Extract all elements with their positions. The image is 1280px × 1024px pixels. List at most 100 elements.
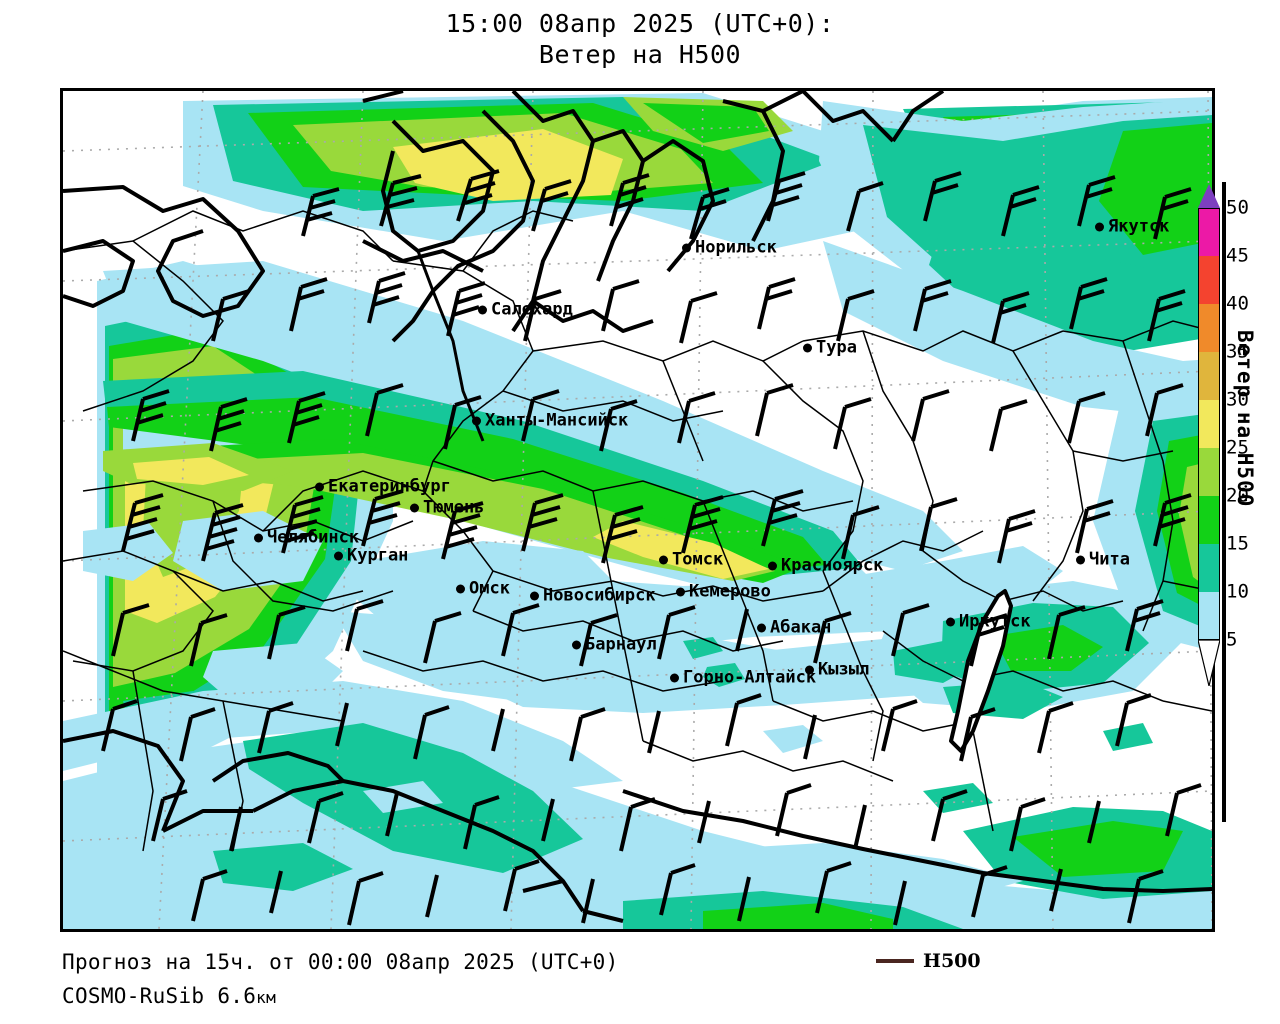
city-label: Курган [347, 545, 409, 566]
city-dot-icon [682, 243, 691, 253]
city-marker[interactable]: Ханты-Мансийск [472, 410, 629, 431]
city-marker[interactable]: Омск [456, 578, 510, 599]
city-marker[interactable]: Кызыл [805, 659, 870, 680]
colorbar-tick-30: 30 [1226, 388, 1249, 411]
colorbar-title: Ветер на H500 [1233, 330, 1257, 508]
colorbar-band-20-25 [1198, 448, 1220, 496]
city-label: Абакан [770, 617, 832, 638]
colorbar-tick-labels: 5 10 15 20 25 30 35 40 45 50 [1198, 198, 1280, 649]
colorbar-cap-above-max [1198, 184, 1220, 208]
city-dot-icon [768, 561, 777, 571]
colorbar-band-10-15 [1198, 544, 1220, 592]
city-label: Иркутск [959, 611, 1031, 632]
city-label: Омск [469, 578, 510, 599]
colorbar-tick-35: 35 [1226, 340, 1249, 363]
city-dot-icon [1095, 222, 1104, 232]
city-label: Чита [1089, 549, 1130, 570]
city-marker[interactable]: Якутск [1095, 216, 1170, 237]
admin-borders [63, 210, 1212, 852]
city-marker[interactable]: Абакан [757, 617, 832, 638]
colorbar-axis-line [1222, 182, 1226, 822]
city-dot-icon [946, 617, 955, 627]
map-frame[interactable]: Норильск Салехард Тура Якутск Ханты-Мансийск… [60, 88, 1215, 932]
city-marker[interactable]: Челябинск [254, 527, 360, 548]
footer-model-name: COSMO-RuSib 6.6 [62, 984, 257, 1008]
colorbar-band-45-50 [1198, 208, 1220, 256]
city-dot-icon [676, 587, 685, 597]
city-marker[interactable]: Чита [1076, 549, 1130, 570]
wind-barbs [101, 169, 1202, 926]
windfill-khanty-jet [103, 261, 963, 611]
city-label: Якутск [1108, 216, 1170, 237]
city-marker[interactable]: Иркутск [946, 611, 1031, 632]
city-marker[interactable]: Новосибирск [530, 585, 656, 606]
city-dot-icon [334, 551, 343, 561]
city-marker[interactable]: Горно-Алтайск [670, 667, 817, 688]
colorbar-tick-40: 40 [1226, 292, 1249, 315]
city-label: Красноярск [781, 555, 884, 576]
h500-legend: H500 [876, 950, 981, 972]
map-canvas[interactable] [63, 91, 1212, 929]
city-label: Салехард [491, 299, 573, 320]
city-label: Норильск [695, 237, 777, 258]
colorbar-tick-50: 50 [1226, 196, 1249, 219]
city-label: Тура [816, 337, 857, 358]
city-label: Томск [672, 549, 724, 570]
colorbar-tick-5: 5 [1226, 628, 1238, 651]
city-dot-icon [757, 623, 766, 633]
city-marker[interactable]: Кемерово [676, 581, 771, 602]
h500-legend-label: H500 [923, 950, 981, 972]
city-marker[interactable]: Тюмень [410, 497, 485, 518]
coastline [63, 91, 1212, 923]
city-label: Челябинск [267, 527, 360, 548]
city-marker[interactable]: Тура [803, 337, 857, 358]
city-label: Горно-Алтайск [683, 667, 817, 688]
colorbar-band-25-30 [1198, 400, 1220, 448]
city-marker[interactable]: Екатеринбург [315, 476, 451, 497]
h500-legend-line [876, 959, 914, 963]
city-label: Новосибирск [543, 585, 656, 606]
city-label: Ханты-Мансийск [485, 410, 629, 431]
city-dot-icon [530, 591, 539, 601]
city-dot-icon [410, 503, 419, 513]
city-dot-icon [254, 533, 263, 543]
colorbar-tick-25: 25 [1226, 436, 1249, 459]
city-dot-icon [1076, 555, 1085, 565]
city-dot-icon [478, 305, 487, 315]
city-dot-icon [456, 584, 465, 594]
colorbar[interactable] [1198, 184, 1220, 686]
city-label: Кызыл [818, 659, 870, 680]
city-dot-icon [805, 665, 814, 675]
colorbar-cap-below-min [1198, 640, 1220, 686]
city-marker[interactable]: Норильск [682, 237, 777, 258]
title-datetime: 15:00 08апр 2025 (UTC+0): [445, 9, 835, 38]
city-label: Тюмень [423, 497, 485, 518]
windfill-yakutia [819, 99, 1212, 421]
city-label: Кемерово [689, 581, 771, 602]
footer-forecast-line: Прогноз на 15ч. от 00:00 08апр 2025 (UTC… [62, 950, 619, 974]
colorbar-band-40-45 [1198, 256, 1220, 304]
city-dot-icon [670, 673, 679, 683]
city-marker[interactable]: Салехард [478, 299, 573, 320]
colorbar-band-5-10 [1198, 592, 1220, 640]
title-variable: Ветер на H500 [538, 40, 742, 69]
city-dot-icon [659, 555, 668, 565]
colorbar-tick-20: 20 [1226, 484, 1249, 507]
city-label: Екатеринбург [328, 476, 451, 497]
colorbar-band-30-35 [1198, 352, 1220, 400]
colorbar-tick-45: 45 [1226, 244, 1249, 267]
city-label-layer: Норильск Салехард Тура Якутск Ханты-Мансийск… [63, 91, 1212, 929]
city-label: Барнаул [585, 634, 657, 655]
city-dot-icon [803, 343, 812, 353]
colorbar-tick-15: 15 [1226, 532, 1249, 555]
city-dot-icon [315, 482, 324, 492]
footer-model-unit: км [256, 988, 277, 1007]
city-marker[interactable]: Красноярск [768, 555, 884, 576]
colorbar-band-15-20 [1198, 496, 1220, 544]
city-marker[interactable]: Курган [334, 545, 409, 566]
city-marker[interactable]: Томск [659, 549, 724, 570]
city-marker[interactable]: Барнаул [572, 634, 657, 655]
colorbar-tick-10: 10 [1226, 580, 1249, 603]
city-dot-icon [472, 416, 481, 426]
